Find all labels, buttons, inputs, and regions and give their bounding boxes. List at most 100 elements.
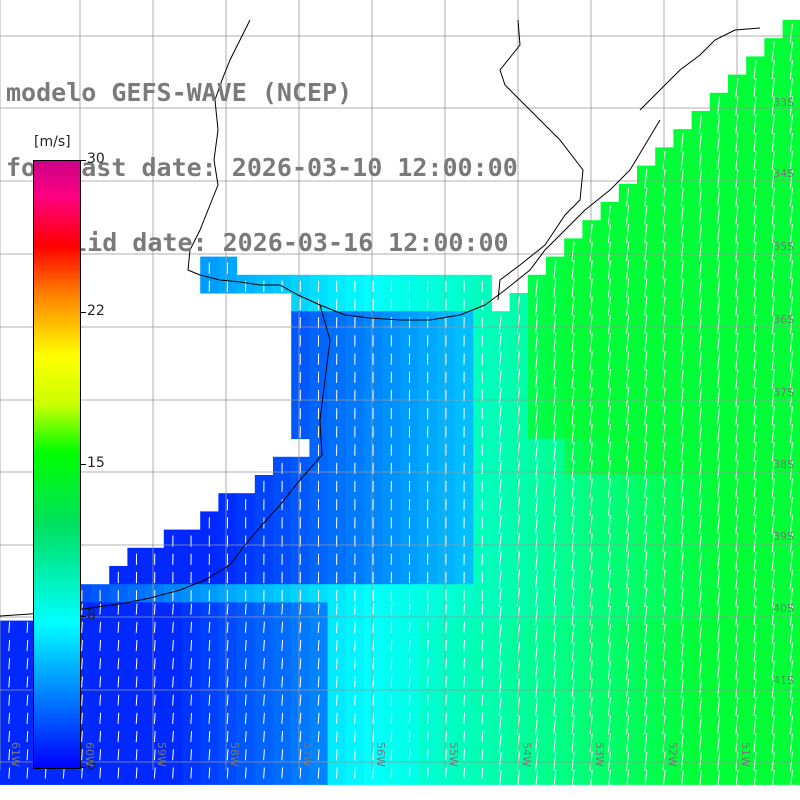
wind-arrow xyxy=(281,658,284,670)
wind-arrow xyxy=(644,424,648,444)
wind-speed-cell xyxy=(782,693,800,713)
wind-arrow xyxy=(771,351,775,371)
wind-arrow xyxy=(753,132,757,152)
wind-arrow xyxy=(717,642,721,662)
wind-arrow xyxy=(553,569,557,589)
wind-arrow xyxy=(717,205,721,225)
wind-arrow xyxy=(317,639,320,652)
wind-arrow xyxy=(571,533,575,553)
wind-arrow xyxy=(445,767,447,779)
wind-arrow xyxy=(771,151,775,171)
wind-arrow xyxy=(99,730,102,743)
wind-arrow xyxy=(426,712,429,724)
wind-arrow xyxy=(771,751,775,771)
wind-arrow xyxy=(463,658,466,670)
wind-arrow xyxy=(771,405,775,425)
lat-label: 41S xyxy=(773,674,794,687)
wind-arrow xyxy=(789,405,793,425)
wind-arrow xyxy=(535,424,539,444)
argentina-coast xyxy=(0,304,331,617)
wind-arrow xyxy=(372,658,375,670)
wind-arrow xyxy=(535,478,539,498)
wind-arrow xyxy=(553,369,557,389)
wind-arrow xyxy=(354,658,356,670)
wind-arrow xyxy=(698,151,702,171)
wind-arrow xyxy=(535,715,539,735)
wind-arrow xyxy=(535,642,539,662)
wind-arrow xyxy=(81,639,83,652)
wind-arrow xyxy=(644,460,648,480)
wind-arrow xyxy=(390,676,393,688)
wind-arrow xyxy=(626,533,630,553)
wind-arrow xyxy=(481,639,484,652)
wind-arrow xyxy=(408,694,411,706)
wind-arrow xyxy=(626,296,630,316)
wind-arrow xyxy=(535,442,539,462)
wind-arrow xyxy=(717,533,721,553)
wind-arrow xyxy=(789,533,793,553)
wind-arrow xyxy=(626,405,630,425)
wind-arrow xyxy=(498,715,502,735)
wind-arrow xyxy=(607,442,611,462)
wind-arrow xyxy=(535,624,539,644)
wind-speed-cell xyxy=(782,675,800,694)
wind-arrow xyxy=(607,242,611,262)
wind-arrow xyxy=(498,624,502,644)
wind-arrow xyxy=(753,642,757,662)
wind-arrow xyxy=(753,387,757,407)
wind-arrow xyxy=(426,603,429,615)
wind-arrow xyxy=(481,676,484,688)
wind-arrow xyxy=(644,624,648,644)
wind-arrow xyxy=(498,751,502,771)
wind-arrow xyxy=(244,712,247,724)
wind-arrow xyxy=(626,660,630,680)
wind-arrow xyxy=(644,242,648,262)
wind-arrow xyxy=(698,660,702,680)
wind-arrow xyxy=(680,242,684,262)
wind-speed-cell xyxy=(782,729,800,749)
wind-arrow xyxy=(208,730,211,743)
wind-arrow xyxy=(717,460,721,480)
wind-arrow xyxy=(698,496,702,516)
wind-arrow xyxy=(135,694,138,706)
wind-arrow xyxy=(698,769,702,789)
wind-arrow xyxy=(644,278,648,298)
wind-arrow xyxy=(317,712,320,724)
wind-arrow xyxy=(789,23,793,43)
wind-arrow xyxy=(607,278,611,298)
wind-arrow xyxy=(789,551,793,571)
wind-arrow xyxy=(680,278,684,298)
wind-arrow xyxy=(535,405,539,425)
wind-arrow xyxy=(607,260,611,280)
wind-arrow xyxy=(553,296,557,316)
wind-arrow xyxy=(208,621,211,633)
wind-arrow xyxy=(117,749,120,761)
wind-arrow xyxy=(626,624,630,644)
wind-arrow xyxy=(208,712,211,724)
wind-arrow xyxy=(498,533,502,553)
wind-arrow xyxy=(698,606,702,626)
wind-speed-cell xyxy=(782,129,800,148)
wind-arrow xyxy=(226,730,229,743)
wind-arrow xyxy=(571,624,575,644)
lon-label: 56W xyxy=(374,742,387,767)
wind-arrow xyxy=(8,676,11,688)
lagoon-coast xyxy=(639,27,761,111)
wind-arrow xyxy=(535,460,539,480)
wind-arrow xyxy=(753,587,757,607)
wind-arrow xyxy=(771,551,775,571)
wind-arrow xyxy=(535,351,539,371)
wind-arrow xyxy=(717,169,721,189)
wind-arrow xyxy=(607,460,611,480)
wind-arrow xyxy=(571,515,575,535)
wind-arrow xyxy=(753,405,757,425)
wind-arrow xyxy=(698,478,702,498)
wind-arrow xyxy=(208,767,211,779)
wind-arrow xyxy=(753,697,757,717)
wind-arrow xyxy=(26,658,29,670)
wind-arrow xyxy=(771,515,775,535)
wind-arrow xyxy=(226,767,229,779)
wind-arrow xyxy=(281,694,284,706)
wind-arrow xyxy=(607,369,611,389)
